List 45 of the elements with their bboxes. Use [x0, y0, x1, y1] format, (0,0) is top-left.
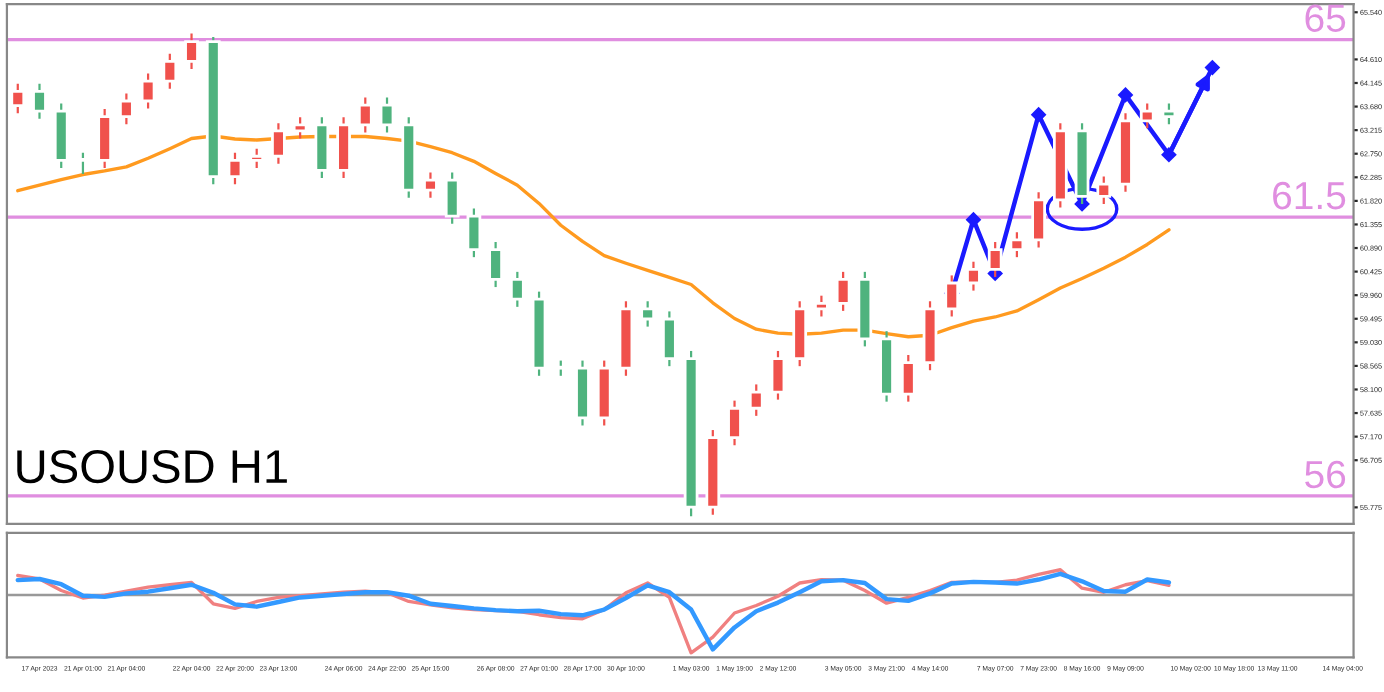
- candlestick: [119, 92, 134, 126]
- point: [966, 212, 981, 227]
- candlestick: [466, 207, 482, 259]
- candlestick: [1139, 102, 1155, 130]
- candlestick: [140, 72, 156, 110]
- candlestick: [249, 147, 265, 170]
- candlestick: [162, 52, 178, 90]
- annotation: USOUSD H1: [17, 449, 287, 484]
- candlestick: [75, 151, 91, 176]
- candlestick: [10, 82, 26, 115]
- candlestick: [423, 171, 438, 199]
- candlestick: [314, 116, 330, 180]
- candlestick: [987, 240, 1003, 279]
- candlestick: [379, 96, 395, 134]
- candlestick: [292, 116, 308, 140]
- candlestick: [727, 399, 742, 447]
- candlestick: [227, 151, 243, 186]
- candlestick: [97, 107, 113, 170]
- candlestick: [1031, 191, 1046, 249]
- candlestick: [640, 300, 656, 328]
- candlestick: [357, 96, 373, 134]
- candlestick: [835, 270, 851, 313]
- candlestick: [32, 82, 47, 120]
- candlestick: [662, 310, 677, 368]
- candlestick: [748, 383, 764, 417]
- candlestick: [900, 353, 916, 403]
- point: [1161, 147, 1177, 163]
- candlestick: [1161, 102, 1177, 126]
- ref-line-label: 56: [1305, 460, 1346, 489]
- point: [1118, 87, 1133, 103]
- candlestick: [271, 122, 286, 165]
- point: [1031, 107, 1046, 122]
- candlestick: [770, 349, 786, 401]
- ref-line-label: 65: [1305, 4, 1346, 32]
- candlestick: [488, 240, 503, 289]
- candlestick: [444, 171, 460, 225]
- point: [1205, 60, 1220, 75]
- candlestick: [1096, 175, 1112, 206]
- candlestick: [814, 294, 829, 318]
- candlestick: [184, 32, 199, 71]
- candlestick: [1009, 231, 1025, 259]
- candlestick: [336, 116, 351, 180]
- candlestick: [966, 260, 981, 292]
- candlestick: [509, 270, 525, 308]
- ref-line-label: 61.5: [1273, 181, 1346, 210]
